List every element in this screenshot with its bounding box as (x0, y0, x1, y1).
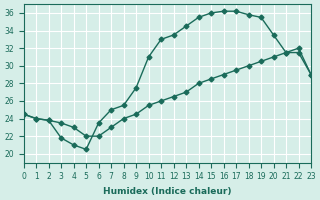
X-axis label: Humidex (Indice chaleur): Humidex (Indice chaleur) (103, 187, 232, 196)
